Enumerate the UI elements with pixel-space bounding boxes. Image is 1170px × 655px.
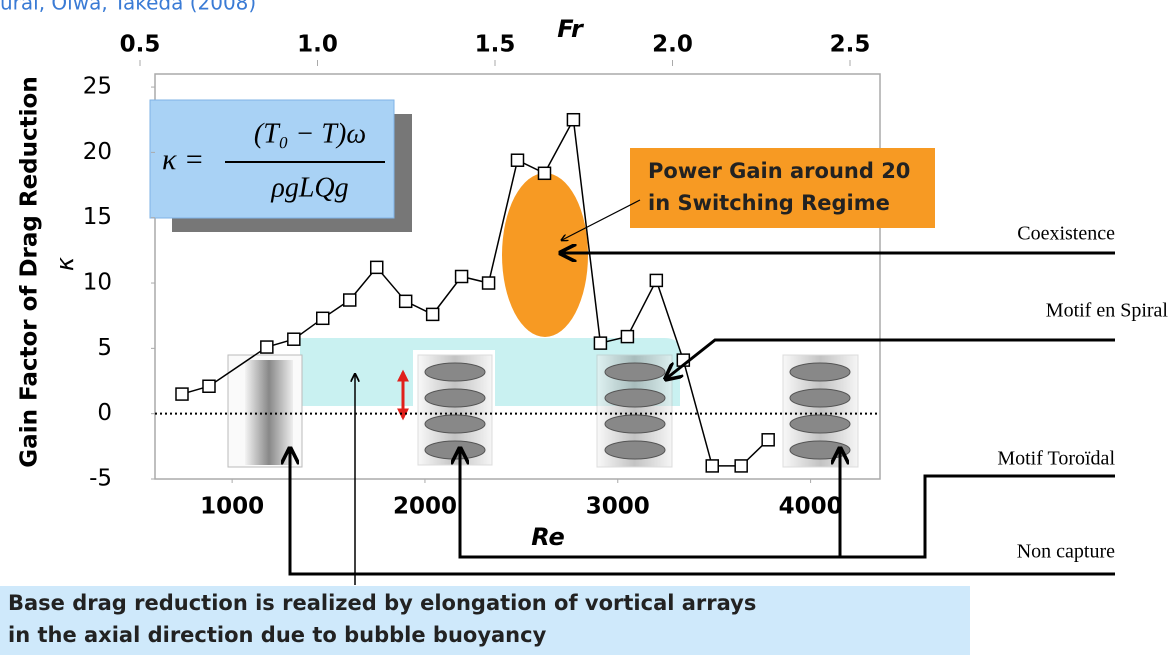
caption-box: [0, 586, 970, 655]
y-symbol: κ: [51, 256, 79, 271]
y-tick-label: 0: [97, 400, 112, 426]
data-point: [342, 293, 357, 307]
data-point: [761, 433, 775, 447]
x2-axis-label: Fr: [557, 15, 585, 43]
y-tick-label: 20: [83, 139, 112, 165]
x-tick-label: 2000: [393, 494, 457, 520]
x-tick-label: 4000: [779, 494, 843, 520]
x2-tick-label: 2.5: [830, 32, 871, 58]
pointer: [562, 199, 641, 240]
caption: Base drag reduction is realized by elong…: [8, 591, 756, 615]
switching-ellipse: [502, 173, 588, 337]
data-point: [649, 273, 664, 288]
data-point: [593, 336, 608, 350]
data-point: [734, 459, 748, 473]
x2-tick-label: 0.5: [120, 32, 161, 58]
title: urai, Oiwa, Takeda (2008): [0, 0, 256, 15]
data-point: [287, 332, 301, 346]
data-point: [510, 153, 525, 167]
y-axis-label: Gain Factor of Drag Reduction: [17, 76, 43, 467]
label-coexistence: Coexistence: [1017, 223, 1115, 245]
formula-denominator: ρgLQg: [270, 172, 348, 203]
y-tick-label: 15: [83, 204, 112, 230]
label-spiral: Motif en Spiral: [1046, 300, 1169, 322]
y-tick-label: -5: [89, 466, 112, 492]
data-point: [454, 269, 469, 284]
label-toroidal: Motif Toroïdal: [997, 448, 1115, 470]
connectors: [290, 253, 1115, 585]
label-non-capture: Non capture: [1017, 541, 1115, 563]
data-point: [398, 294, 413, 309]
data-point: [369, 260, 384, 275]
data-point: [202, 379, 216, 393]
data-point: [260, 340, 274, 354]
data-point: [481, 276, 496, 290]
y-tick-label: 10: [83, 270, 112, 296]
power-gain-box: [630, 148, 935, 228]
formula-lhs: κ =: [162, 143, 204, 176]
data-point: [537, 166, 552, 181]
x-tick-label: 1000: [200, 494, 264, 520]
x-tick-label: 3000: [586, 494, 650, 520]
x2-tick-label: 2.0: [652, 32, 693, 58]
power-gain-text: Power Gain around 20: [648, 159, 910, 183]
data-point: [566, 112, 581, 127]
formula-numerator: (T₀ − T)ω: [254, 118, 366, 149]
y-tick-label: 25: [83, 74, 112, 100]
x2-tick-label: 1.0: [297, 32, 338, 58]
data-point: [316, 311, 330, 326]
y-tick-label: 5: [97, 335, 112, 361]
caption: in the axial direction due to bubble buo…: [8, 623, 547, 647]
formula-box: [149, 99, 395, 219]
x2-tick-label: 1.5: [475, 32, 516, 58]
data-point: [705, 459, 719, 473]
x-axis-label: Re: [531, 523, 565, 551]
data-point: [620, 329, 635, 344]
power-gain-text: in Switching Regime: [648, 191, 890, 215]
data-point: [175, 387, 189, 401]
data-point: [425, 307, 440, 322]
